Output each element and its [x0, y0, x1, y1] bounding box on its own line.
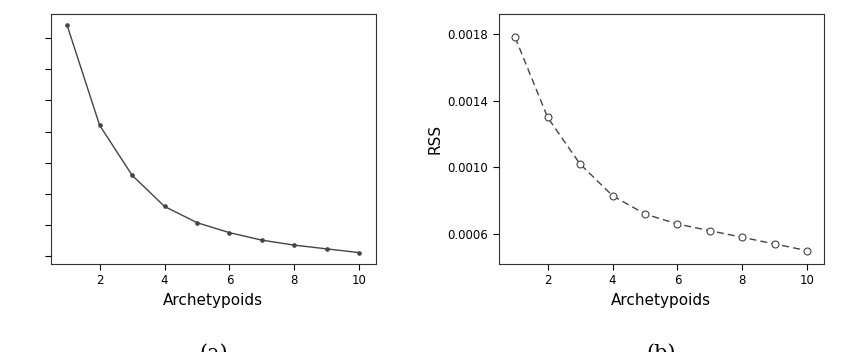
- Y-axis label: RSS: RSS: [427, 124, 442, 154]
- Text: (b): (b): [646, 344, 676, 352]
- X-axis label: Archetypoids: Archetypoids: [611, 293, 711, 308]
- Text: (a): (a): [199, 344, 228, 352]
- X-axis label: Archetypoids: Archetypoids: [163, 293, 263, 308]
